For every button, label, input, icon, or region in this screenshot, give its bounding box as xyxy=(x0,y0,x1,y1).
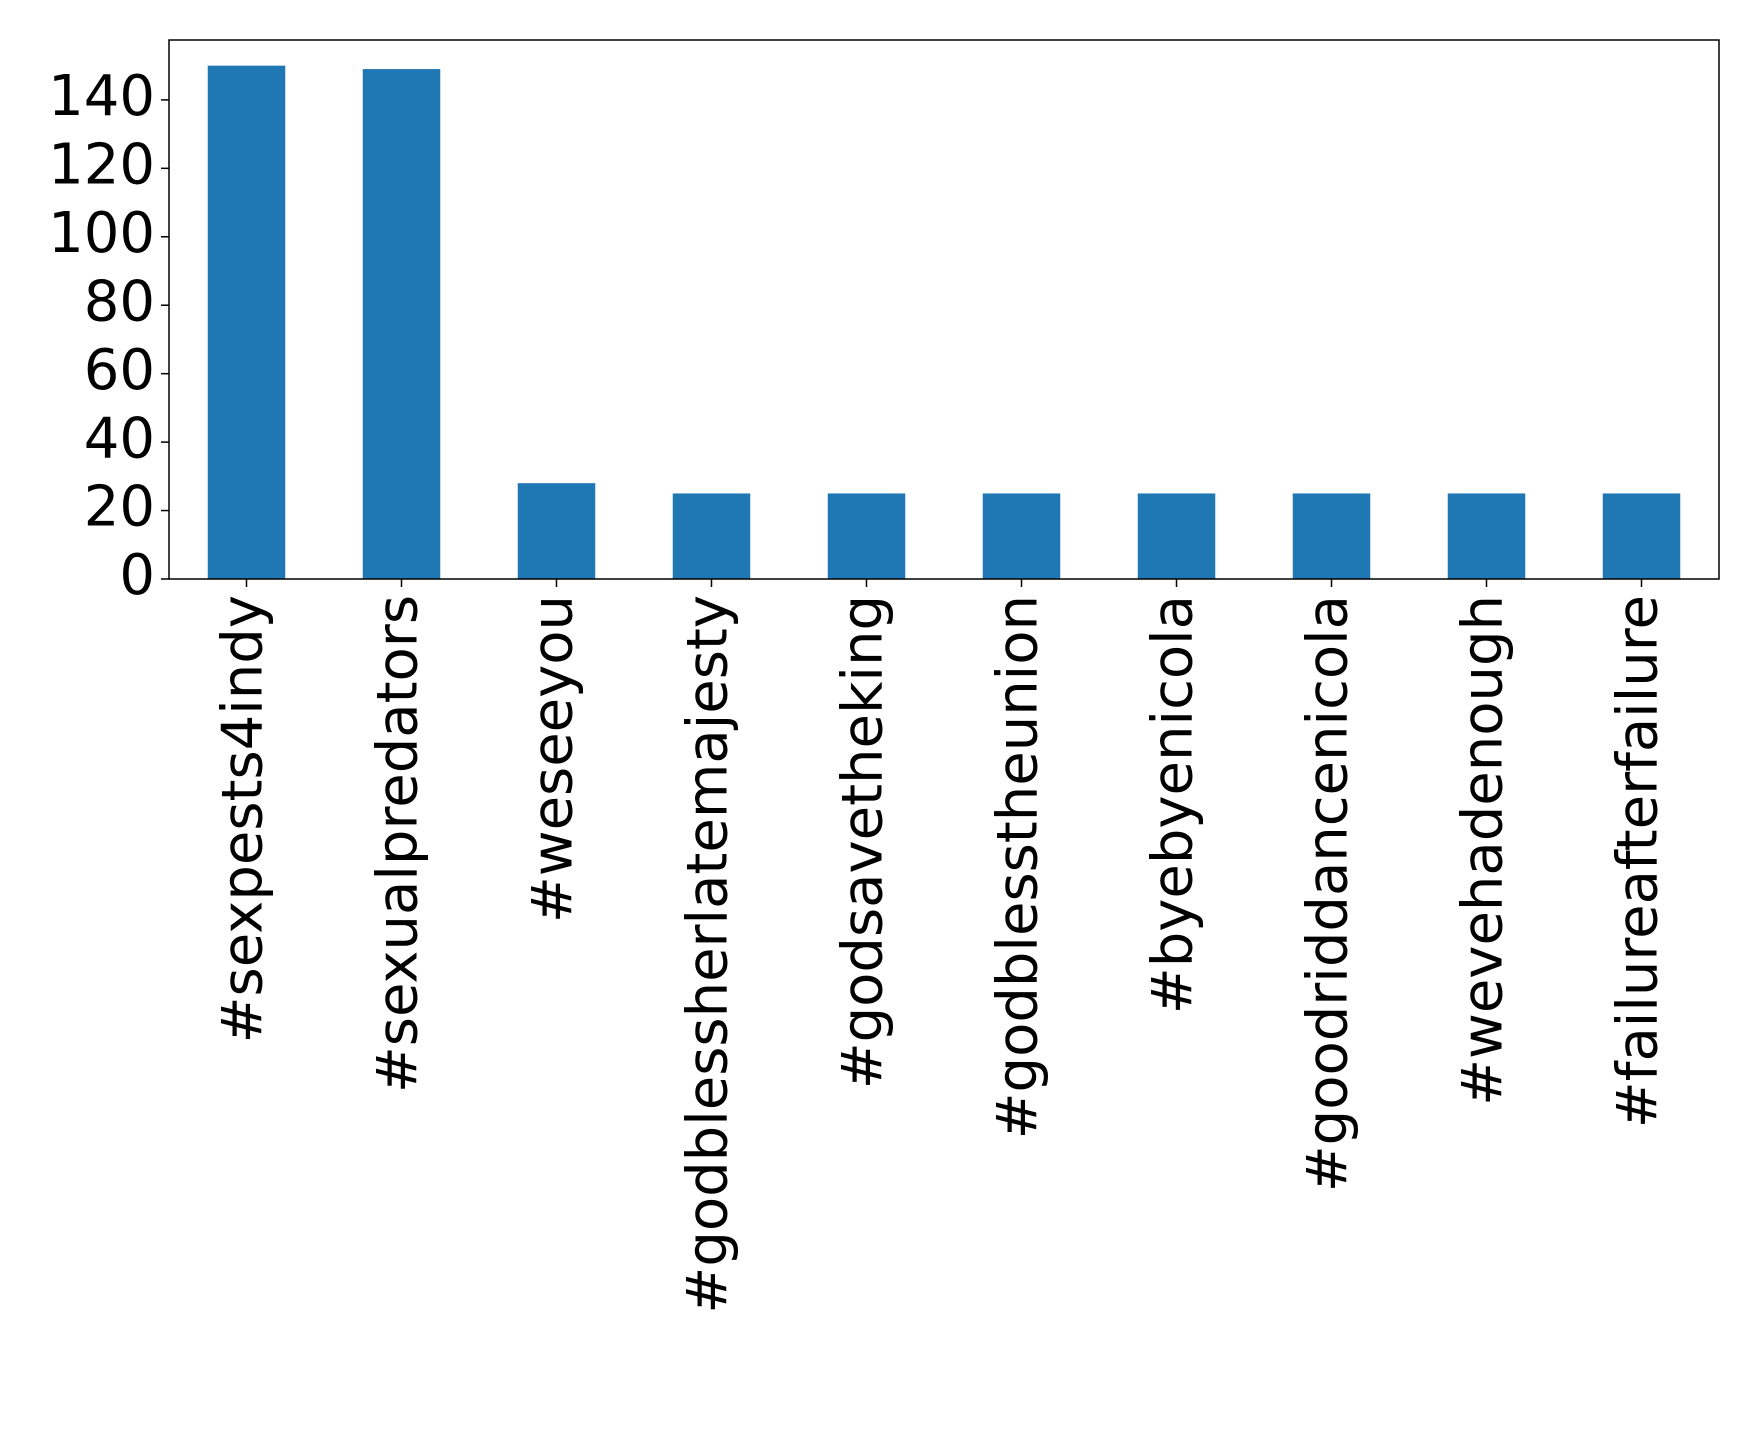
x-tick-label: #godblesstheunion xyxy=(986,595,1051,1139)
bar xyxy=(1447,493,1526,579)
x-tick-label: #godsavetheking xyxy=(831,595,896,1089)
x-tick-label: #sexualpredators xyxy=(366,595,431,1093)
x-tick-label: #byebyenicola xyxy=(1141,595,1206,1014)
x-tick-label: #godblessherlatemajesty xyxy=(676,595,741,1314)
bar xyxy=(1602,493,1681,579)
bar xyxy=(517,483,596,579)
bar xyxy=(1137,493,1216,579)
bar xyxy=(827,493,906,579)
y-tick-label: 60 xyxy=(84,338,155,403)
x-tick-label: #sexpests4indy xyxy=(211,595,276,1043)
y-tick-label: 40 xyxy=(84,406,155,471)
y-tick-label: 0 xyxy=(119,543,155,608)
bar xyxy=(362,69,441,579)
bar xyxy=(982,493,1061,579)
bar xyxy=(672,493,751,579)
x-tick-label: #wevehadenough xyxy=(1451,595,1516,1106)
bar xyxy=(207,65,286,579)
y-tick-label: 20 xyxy=(84,475,155,540)
y-tick-label: 120 xyxy=(48,132,155,197)
x-tick-label: #weseeyou xyxy=(521,595,586,923)
x-tick-label: #goodriddancenicola xyxy=(1296,595,1361,1192)
y-tick-label: 80 xyxy=(84,269,155,334)
y-tick-label: 100 xyxy=(48,201,155,266)
plot-frame xyxy=(168,39,1720,580)
bar xyxy=(1292,493,1371,579)
x-tick-label: #failureafterfailure xyxy=(1606,595,1671,1128)
y-tick-label: 140 xyxy=(48,64,155,129)
